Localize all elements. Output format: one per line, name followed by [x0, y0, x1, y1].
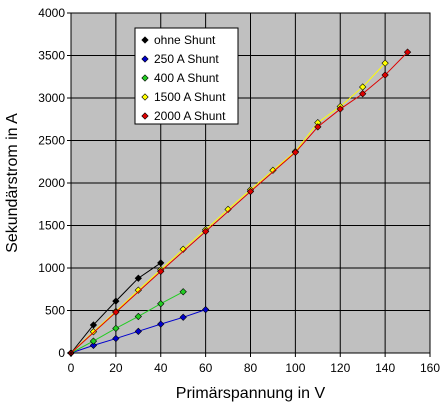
data-point — [269, 166, 277, 174]
data-point — [134, 327, 142, 335]
series-line — [70, 291, 184, 354]
x-tick-label: 80 — [244, 361, 258, 375]
y-tick-label: 500 — [45, 304, 65, 318]
legend-marker — [141, 112, 149, 120]
data-point — [157, 300, 165, 308]
legend-label: ohne Shunt — [154, 33, 216, 47]
y-tick-label: 1500 — [38, 219, 65, 233]
x-tick-label: 0 — [68, 361, 75, 375]
data-point — [89, 337, 98, 345]
y-tick-label: 0 — [58, 346, 65, 360]
legend: ohne Shunt 250 A Shunt 400 A Shunt 1500 A S… — [134, 27, 239, 125]
y-tick-label: 3000 — [38, 91, 65, 105]
data-point — [314, 123, 322, 131]
data-point — [179, 245, 187, 253]
data-point — [246, 187, 255, 196]
data-point — [112, 334, 120, 343]
y-tick-label: 2000 — [38, 176, 65, 190]
data-point — [157, 267, 165, 276]
x-axis-ticks: 0 20 40 60 80 100 120 140 160 — [68, 353, 440, 375]
legend-marker — [141, 36, 149, 44]
legend-marker — [141, 74, 149, 82]
series-4 — [67, 48, 412, 357]
x-tick-label: 100 — [285, 361, 305, 375]
data-point — [179, 288, 187, 296]
legend-label: 250 A Shunt — [154, 52, 219, 66]
data-point — [291, 148, 299, 157]
series-1 — [67, 306, 210, 357]
data-point — [112, 308, 120, 316]
data-point — [112, 324, 120, 332]
data-point — [336, 105, 344, 113]
legend-box — [134, 27, 239, 125]
y-tick-label: 2500 — [38, 134, 65, 148]
data-point — [359, 90, 367, 98]
data-point — [403, 48, 412, 56]
legend-label: 400 A Shunt — [154, 71, 219, 85]
y-tick-label: 3500 — [38, 49, 65, 63]
data-point — [381, 71, 389, 79]
y-tick-label: 4000 — [38, 6, 65, 20]
data-point — [112, 297, 120, 305]
data-point — [134, 274, 142, 282]
y-axis-title: Sekundärstrom in A — [4, 113, 21, 253]
data-point — [202, 227, 210, 236]
legend-label: 1500 A Shunt — [154, 90, 226, 104]
data-point — [224, 205, 232, 213]
data-point — [157, 320, 165, 328]
data-point — [134, 312, 142, 321]
x-tick-label: 20 — [109, 361, 123, 375]
data-point — [179, 313, 187, 321]
x-tick-label: 120 — [330, 361, 350, 375]
legend-marker — [141, 55, 149, 63]
y-tick-label: 1000 — [38, 261, 65, 275]
x-tick-label: 160 — [420, 361, 440, 375]
x-tick-label: 40 — [154, 361, 168, 375]
legend-marker — [141, 93, 149, 101]
data-point — [134, 286, 142, 294]
y-axis-ticks: 0 500 1000 1500 2000 2500 3000 3500 4000 — [38, 6, 71, 360]
x-axis-title: Primärspannung in V — [176, 385, 326, 402]
x-tick-label: 60 — [199, 361, 213, 375]
data-point — [381, 59, 389, 67]
x-tick-label: 140 — [375, 361, 395, 375]
legend-label: 2000 A Shunt — [154, 109, 226, 123]
data-point — [89, 341, 98, 349]
series-layer — [67, 48, 412, 357]
data-point — [202, 306, 210, 314]
